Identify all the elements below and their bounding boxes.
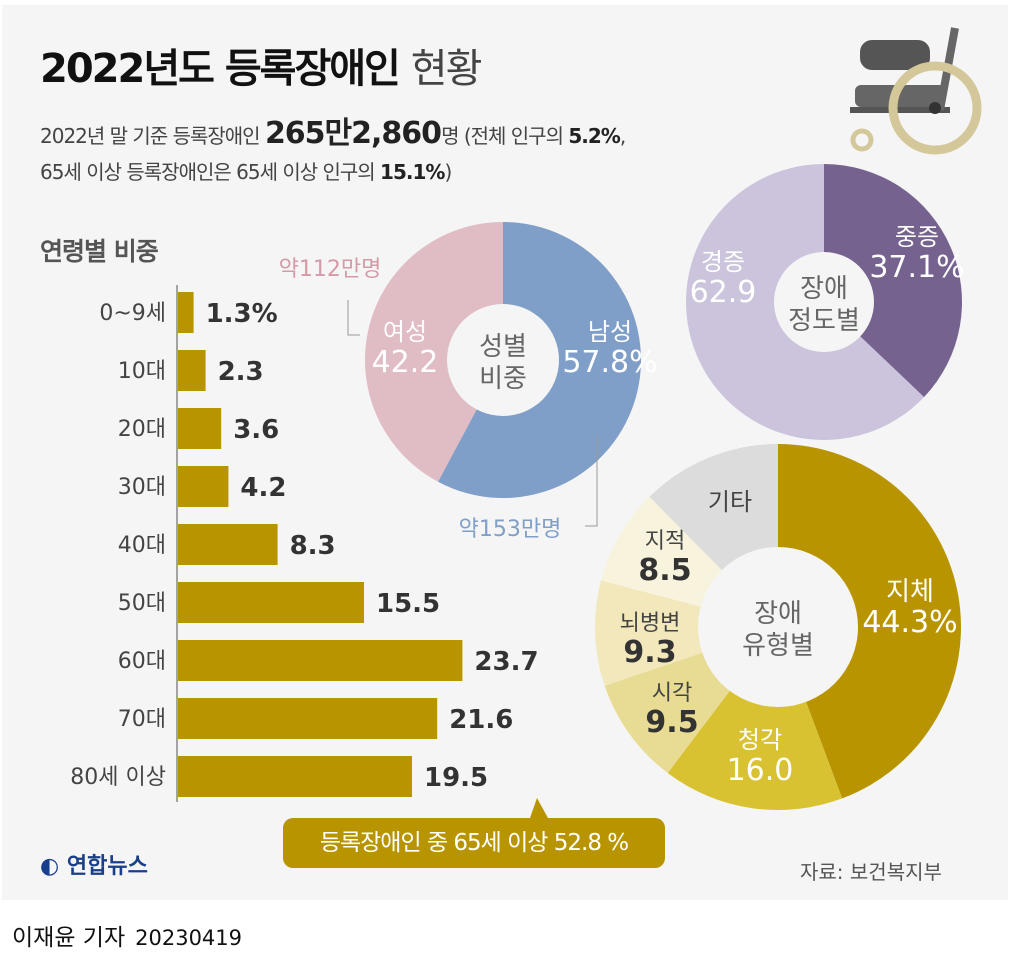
slice-value-label: 42.2 [372, 345, 439, 380]
pie-slice [778, 444, 961, 799]
bar [178, 698, 438, 739]
bar-value-label: 4.2 [240, 473, 286, 503]
donut-center-label: 장애 [800, 274, 848, 304]
slice-name-label: 지체 [886, 577, 934, 607]
age-chart-title: 연령별 비중 [40, 237, 159, 266]
bar-value-label: 2.3 [218, 357, 264, 387]
bar [178, 756, 412, 797]
donut-center-label: 유형별 [742, 631, 814, 661]
slice-name-label: 기타 [708, 488, 752, 516]
male-leader-line [585, 435, 598, 527]
slice-name-label: 경증 [701, 248, 745, 276]
bar-category-label: 20대 [118, 417, 166, 442]
slice-name-label: 지적 [645, 529, 685, 554]
bar [178, 466, 229, 507]
pie-slice [824, 164, 963, 398]
slice-value-label: 57.8% [562, 345, 657, 380]
donut-center-label: 장애 [754, 599, 802, 629]
donut-hole [447, 304, 559, 416]
bar-category-label: 50대 [118, 591, 166, 616]
donut-center-label: 비중 [479, 364, 527, 394]
donut-center-label: 성별 [479, 332, 527, 362]
subtitle-line-2: 65세 이상 등록장애인은 65세 이상 인구의 15.1%) [40, 160, 452, 184]
donut-hole [774, 252, 874, 352]
bar-category-label: 80세 이상 [70, 765, 166, 790]
slice-value-label: 9.3 [623, 635, 676, 670]
page-title: 2022년도 등록장애인 현황 [40, 46, 482, 92]
slice-name-label: 청각 [738, 726, 782, 754]
slice-value-label: 62.9 [690, 275, 757, 310]
bar-value-label: 1.3% [206, 299, 278, 329]
male-count-note: 약153만명 [459, 517, 562, 542]
slice-value-label: 44.3% [862, 605, 957, 640]
slice-name-label: 남성 [588, 318, 632, 346]
bar-category-label: 10대 [118, 359, 166, 384]
pie-slice [667, 627, 843, 810]
bar-category-label: 0~9세 [99, 301, 166, 326]
female-count-note: 약112만명 [279, 257, 382, 282]
slice-value-label: 9.5 [645, 705, 698, 740]
pie-slice [364, 222, 503, 482]
bar [178, 292, 194, 333]
callout-badge: 등록장애인 중 65세 이상 52.8 % [283, 818, 665, 868]
bar-value-label: 3.6 [233, 415, 279, 445]
bar [178, 582, 364, 623]
source-text: 자료: 보건복지부 [800, 860, 942, 884]
pie-slice [595, 580, 778, 686]
bar-value-label: 21.6 [449, 705, 513, 735]
subtitle-line-1: 2022년 말 기준 등록장애인 265만2,860명 (전체 인구의 5.2%… [40, 116, 626, 151]
slice-value-label: 8.5 [638, 553, 691, 588]
bar-value-label: 15.5 [376, 589, 440, 619]
bar [178, 640, 463, 681]
byline: 이재윤 기자 20230419 [12, 925, 243, 951]
bar-category-label: 60대 [118, 649, 166, 674]
female-leader-line [347, 300, 360, 336]
bar-value-label: 8.3 [290, 531, 336, 561]
callout-tail [530, 798, 548, 818]
donut-hole [698, 547, 858, 707]
yonhap-logo: ◐ 연합뉴스 [40, 854, 148, 879]
bar-category-label: 70대 [118, 707, 166, 732]
wheelchair-icon [850, 27, 982, 155]
bar-value-label: 23.7 [474, 647, 538, 677]
slice-name-label: 중증 [895, 223, 939, 251]
slice-name-label: 시각 [652, 681, 692, 706]
bar-value-label: 19.5 [424, 763, 488, 793]
donut-center-label: 정도별 [788, 306, 860, 336]
slice-name-label: 여성 [383, 318, 427, 346]
slice-name-label: 뇌병변 [620, 611, 681, 636]
bar [178, 524, 278, 565]
bar-category-label: 30대 [118, 475, 166, 500]
bar [178, 350, 206, 391]
bar [178, 408, 222, 449]
bar-category-label: 40대 [118, 533, 166, 558]
slice-value-label: 37.1% [869, 250, 964, 285]
slice-value-label: 16.0 [727, 753, 794, 788]
